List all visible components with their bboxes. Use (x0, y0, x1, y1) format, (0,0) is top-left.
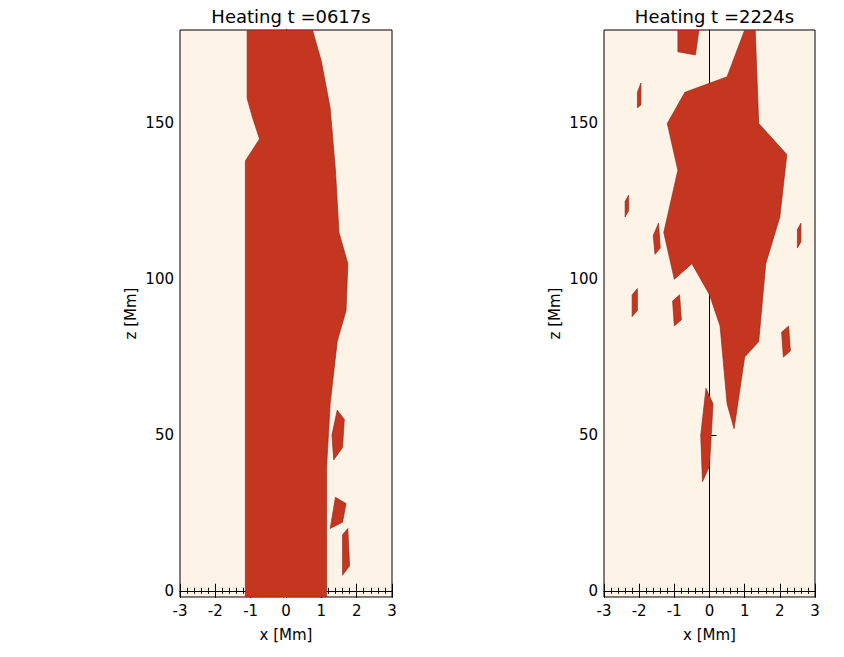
svg-text:-2: -2 (632, 602, 647, 620)
svg-text:z [Mm]: z [Mm] (546, 288, 564, 340)
svg-text:2: 2 (352, 602, 362, 620)
svg-text:-3: -3 (597, 602, 612, 620)
svg-text:Heating t =2224s: Heating t =2224s (635, 6, 794, 27)
svg-text:50: 50 (155, 426, 174, 444)
svg-text:3: 3 (387, 602, 397, 620)
svg-text:0: 0 (705, 602, 715, 620)
svg-text:50: 50 (579, 426, 598, 444)
svg-text:-1: -1 (667, 602, 682, 620)
svg-text:-2: -2 (208, 602, 223, 620)
svg-text:z [Mm]: z [Mm] (122, 288, 140, 340)
svg-text:-3: -3 (173, 602, 188, 620)
svg-text:0: 0 (164, 582, 174, 600)
svg-text:100: 100 (569, 270, 598, 288)
svg-text:0: 0 (588, 582, 598, 600)
svg-text:x [Mm]: x [Mm] (683, 626, 736, 644)
svg-text:100: 100 (145, 270, 174, 288)
svg-text:1: 1 (740, 602, 750, 620)
svg-text:x [Mm]: x [Mm] (260, 626, 313, 644)
svg-text:150: 150 (145, 114, 174, 132)
svg-text:2: 2 (775, 602, 785, 620)
svg-text:150: 150 (569, 114, 598, 132)
svg-text:0: 0 (281, 602, 291, 620)
svg-text:-1: -1 (243, 602, 258, 620)
svg-text:Heating t =0617s: Heating t =0617s (211, 6, 370, 27)
svg-text:1: 1 (317, 602, 327, 620)
svg-text:3: 3 (810, 602, 820, 620)
